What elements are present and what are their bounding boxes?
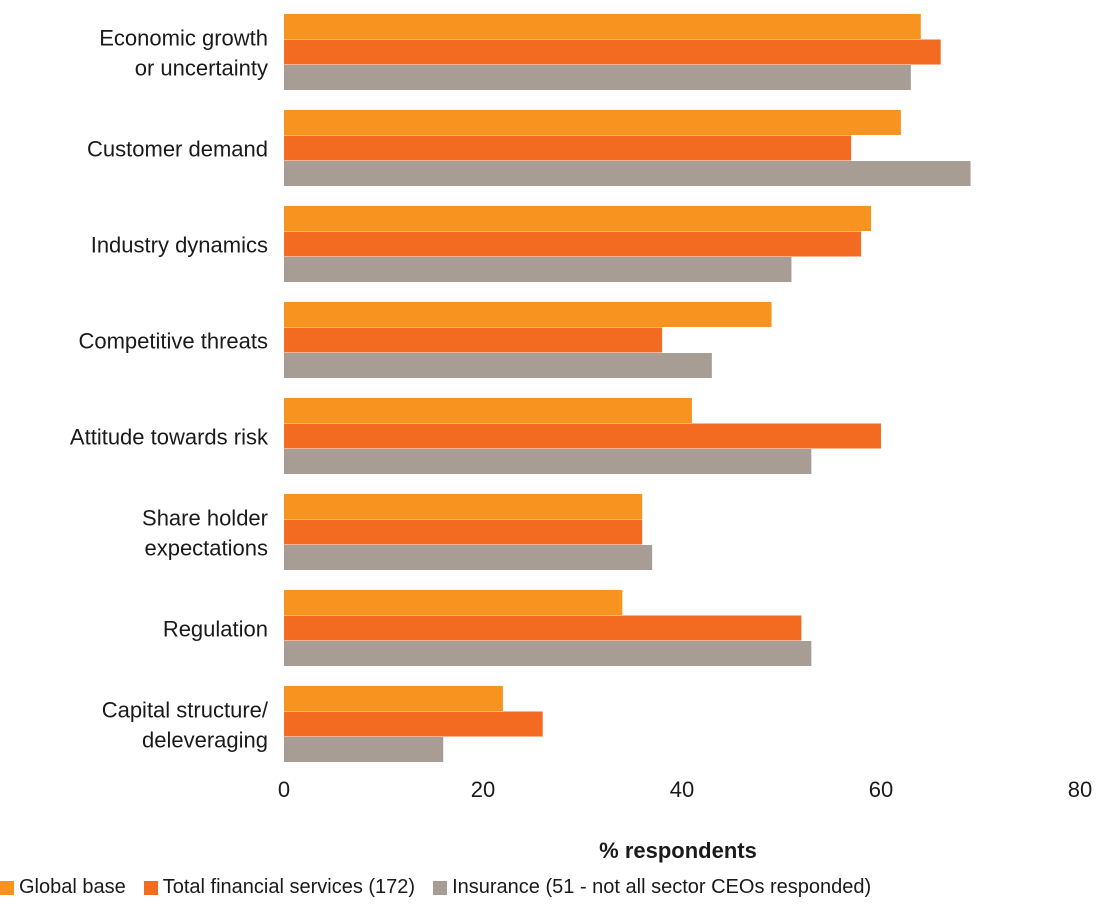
bar-3-cat-1 (284, 65, 911, 90)
legend-item: Total financial services (172) (143, 876, 416, 899)
bar-3-cat-2 (284, 161, 971, 186)
category-label: Regulation (163, 616, 268, 641)
bar-2-cat-4 (284, 327, 663, 353)
bar-3-cat-6 (284, 545, 653, 570)
legend-label: Total financial services (172) (162, 876, 416, 898)
x-axis-ticks: 0 20 40 60 80 (278, 777, 1092, 802)
category-label: Competitive threats (78, 328, 268, 353)
bar-chart: Economic growth or uncertainty Customer de… (70, 14, 1092, 863)
legend-swatch (0, 880, 14, 895)
legend-item: Global base (0, 876, 126, 899)
bar-3-cat-4 (284, 353, 712, 378)
bar-1-cat-2 (284, 110, 901, 135)
category-label: or uncertainty (135, 55, 268, 80)
legend-label: Global base (19, 876, 126, 898)
x-tick-label: 80 (1068, 777, 1092, 802)
bar-1-cat-3 (284, 206, 872, 231)
category-label: deleveraging (142, 727, 268, 752)
legend-swatch (143, 880, 158, 895)
category-label: Capital structure/ (102, 697, 269, 722)
bar-3-cat-5 (284, 449, 812, 474)
bar-1-cat-1 (284, 14, 921, 39)
bar-3-cat-7 (284, 641, 812, 666)
category-labels: Economic growth or uncertainty Customer de… (70, 25, 269, 752)
bar-2-cat-3 (284, 231, 862, 257)
x-tick-label: 60 (869, 777, 893, 802)
bar-2-cat-7 (284, 615, 802, 641)
category-label: Economic growth (99, 25, 268, 50)
category-label: Share holder (142, 505, 268, 530)
category-label: Attitude towards risk (70, 424, 269, 449)
category-label: Industry dynamics (91, 232, 268, 257)
bar-2-cat-1 (284, 39, 941, 65)
bar-2-cat-5 (284, 423, 881, 449)
bar-2-cat-6 (284, 519, 643, 545)
bar-1-cat-5 (284, 398, 692, 423)
bar-2-cat-2 (284, 135, 852, 161)
legend-swatch (433, 880, 448, 895)
bar-3-cat-3 (284, 257, 792, 282)
x-tick-label: 0 (278, 777, 290, 802)
category-label: expectations (144, 535, 268, 560)
bar-1-cat-7 (284, 590, 623, 615)
bars-group (284, 14, 971, 762)
legend-label: Insurance (51 - not all sector CEOs resp… (452, 876, 872, 898)
bar-2-cat-8 (284, 711, 543, 737)
x-axis-title: % respondents (599, 838, 757, 863)
bar-3-cat-8 (284, 737, 444, 762)
x-tick-label: 20 (471, 777, 495, 802)
bar-1-cat-4 (284, 302, 772, 327)
legend: Global base Total financial services (172… (0, 876, 889, 899)
x-tick-label: 40 (670, 777, 694, 802)
bar-1-cat-8 (284, 686, 503, 711)
legend-item: Insurance (51 - not all sector CEOs resp… (433, 876, 871, 899)
bar-1-cat-6 (284, 494, 643, 519)
category-label: Customer demand (87, 136, 268, 161)
